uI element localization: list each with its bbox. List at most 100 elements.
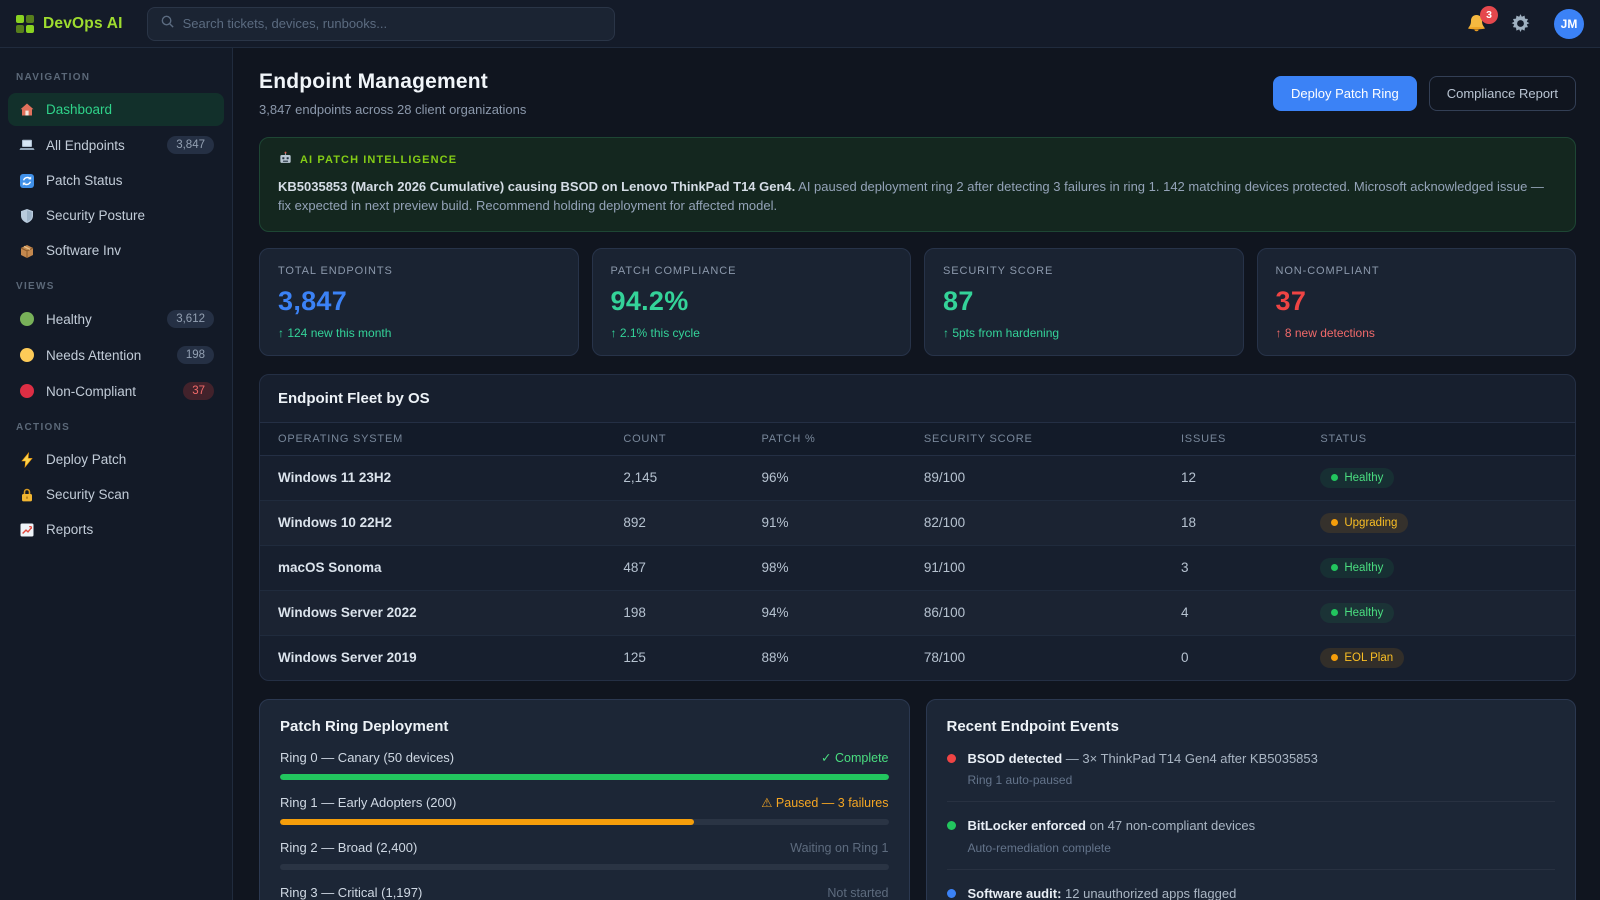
sidebar-item-dashboard[interactable]: Dashboard <box>8 93 224 126</box>
page-subtitle: 3,847 endpoints across 28 client organiz… <box>259 102 526 117</box>
table-row[interactable]: Windows Server 201912588%78/1000EOL Plan <box>260 636 1575 680</box>
ring-label: Ring 1 — Early Adopters (200) <box>280 795 456 810</box>
deploy-patch-ring-button[interactable]: Deploy Patch Ring <box>1273 76 1417 111</box>
fleet-cell-patch: 96% <box>761 470 923 485</box>
ring-status: ⚠ Paused — 3 failures <box>761 795 888 810</box>
stat-value: 87 <box>943 286 1225 317</box>
stat-value: 37 <box>1276 286 1558 317</box>
fleet-cell-score: 86/100 <box>924 605 1181 620</box>
gear-icon <box>1510 21 1531 38</box>
stat-card-patch-compliance: Patch Compliance94.2%↑ 2.1% this cycle <box>592 248 912 356</box>
table-row[interactable]: macOS Sonoma48798%91/1003Healthy <box>260 546 1575 591</box>
event-title: Software audit: 12 unauthorized apps fla… <box>968 885 1237 900</box>
search-input[interactable] <box>183 16 602 31</box>
fleet-cell-count: 892 <box>623 515 761 530</box>
notifications-button[interactable]: 3 <box>1466 13 1488 35</box>
sidebar-item-security-posture[interactable]: Security Posture <box>8 199 224 232</box>
fleet-cell-issues: 0 <box>1181 650 1320 665</box>
sidebar-item-reports[interactable]: Reports <box>8 513 224 546</box>
status-label: EOL Plan <box>1344 652 1393 664</box>
fleet-cell-issues: 4 <box>1181 605 1320 620</box>
event-title-rest: — 3× ThinkPad T14 Gen4 after KB5035853 <box>1062 751 1318 766</box>
stat-label: Non-Compliant <box>1276 265 1558 277</box>
sidebar-item-label: Non-Compliant <box>46 384 136 399</box>
user-avatar[interactable]: JM <box>1554 9 1584 39</box>
status-dot-icon <box>18 347 35 364</box>
fleet-cell-patch: 94% <box>761 605 923 620</box>
event-title-rest: on 47 non-compliant devices <box>1086 818 1255 833</box>
sidebar-item-label: Software Inv <box>46 243 121 258</box>
event-dot-icon <box>947 889 956 898</box>
compliance-report-button[interactable]: Compliance Report <box>1429 76 1576 111</box>
stat-delta: ↑ 8 new detections <box>1276 326 1558 340</box>
settings-button[interactable] <box>1510 13 1532 35</box>
status-badge: Healthy <box>1320 603 1394 623</box>
ring-progress-bar <box>280 774 889 780</box>
fleet-column-header: Issues <box>1181 433 1320 445</box>
laptop-icon <box>18 137 35 154</box>
fleet-cell-count: 487 <box>623 560 761 575</box>
stat-delta: ↑ 5pts from hardening <box>943 326 1225 340</box>
sidebar-item-label: Patch Status <box>46 173 123 188</box>
fleet-cell-patch: 98% <box>761 560 923 575</box>
fleet-column-header: Security Score <box>924 433 1181 445</box>
page-header: Endpoint Management 3,847 endpoints acro… <box>259 70 1576 117</box>
table-row[interactable]: Windows 11 23H22,14596%89/10012Healthy <box>260 456 1575 501</box>
fleet-cell-count: 125 <box>623 650 761 665</box>
event-item[interactable]: BitLocker enforced on 47 non-compliant d… <box>947 802 1556 870</box>
fleet-table-header: Operating SystemCountPatch %Security Sco… <box>260 422 1575 456</box>
sidebar-item-healthy[interactable]: Healthy3,612 <box>8 302 224 336</box>
fleet-cell-issues: 12 <box>1181 470 1320 485</box>
lock-icon <box>18 486 35 503</box>
stat-label: Total Endpoints <box>278 265 560 277</box>
status-dot-icon <box>1331 474 1338 481</box>
ring-status: ✓ Complete <box>821 750 888 765</box>
sidebar-item-label: Healthy <box>46 312 92 327</box>
event-title-bold: BitLocker enforced <box>968 818 1086 833</box>
package-icon <box>18 242 35 259</box>
stat-card-total-endpoints: Total Endpoints3,847↑ 124 new this month <box>259 248 579 356</box>
main-content: Endpoint Management 3,847 endpoints acro… <box>233 48 1600 900</box>
sidebar-item-deploy-patch[interactable]: Deploy Patch <box>8 443 224 476</box>
sidebar-item-label: Needs Attention <box>46 348 141 363</box>
shield-icon <box>18 207 35 224</box>
event-title: BitLocker enforced on 47 non-compliant d… <box>968 817 1256 835</box>
sidebar-section-label: Views <box>0 269 232 300</box>
robot-icon <box>278 151 293 169</box>
sidebar-item-software-inv[interactable]: Software Inv <box>8 234 224 267</box>
event-item[interactable]: BSOD detected — 3× ThinkPad T14 Gen4 aft… <box>947 735 1556 803</box>
sidebar-item-needs-attention[interactable]: Needs Attention198 <box>8 338 224 372</box>
sidebar-item-patch-status[interactable]: Patch Status <box>8 164 224 197</box>
global-search[interactable] <box>147 7 615 41</box>
table-row[interactable]: Windows 10 22H289291%82/10018Upgrading <box>260 501 1575 546</box>
ai-patch-intelligence-banner: AI Patch Intelligence KB5035853 (March 2… <box>259 137 1576 232</box>
sidebar: NavigationDashboardAll Endpoints3,847Pat… <box>0 48 233 900</box>
sidebar-item-non-compliant[interactable]: Non-Compliant37 <box>8 374 224 408</box>
patch-ring-row: Ring 0 — Canary (50 devices)✓ Complete <box>280 750 889 780</box>
event-subtitle: Ring 1 auto-paused <box>968 773 1318 787</box>
status-label: Upgrading <box>1344 517 1397 529</box>
event-title-rest: 12 unauthorized apps flagged <box>1061 886 1236 900</box>
ring-status: Not started <box>827 886 888 900</box>
sidebar-item-security-scan[interactable]: Security Scan <box>8 478 224 511</box>
fleet-cell-issues: 3 <box>1181 560 1320 575</box>
table-row[interactable]: Windows Server 202219894%86/1004Healthy <box>260 591 1575 636</box>
home-icon <box>18 101 35 118</box>
patch-ring-row: Ring 1 — Early Adopters (200) ⚠ Paused — … <box>280 795 889 825</box>
sidebar-item-label: Reports <box>46 522 93 537</box>
event-subtitle: Auto-remediation complete <box>968 841 1256 855</box>
status-dot-icon <box>18 311 35 328</box>
ai-banner-label: AI Patch Intelligence <box>300 154 457 166</box>
fleet-cell-os: Windows 10 22H2 <box>278 515 623 530</box>
fleet-table-panel: Endpoint Fleet by OS Operating SystemCou… <box>259 374 1576 681</box>
sidebar-count-badge: 3,847 <box>167 136 214 154</box>
fleet-cell-os: Windows Server 2019 <box>278 650 623 665</box>
stat-value: 3,847 <box>278 286 560 317</box>
status-label: Healthy <box>1344 607 1383 619</box>
event-title-bold: Software audit: <box>968 886 1062 900</box>
event-item[interactable]: Software audit: 12 unauthorized apps fla… <box>947 870 1556 900</box>
sidebar-item-label: Deploy Patch <box>46 452 126 467</box>
sidebar-item-all-endpoints[interactable]: All Endpoints3,847 <box>8 128 224 162</box>
fleet-cell-score: 82/100 <box>924 515 1181 530</box>
status-badge: Healthy <box>1320 468 1394 488</box>
